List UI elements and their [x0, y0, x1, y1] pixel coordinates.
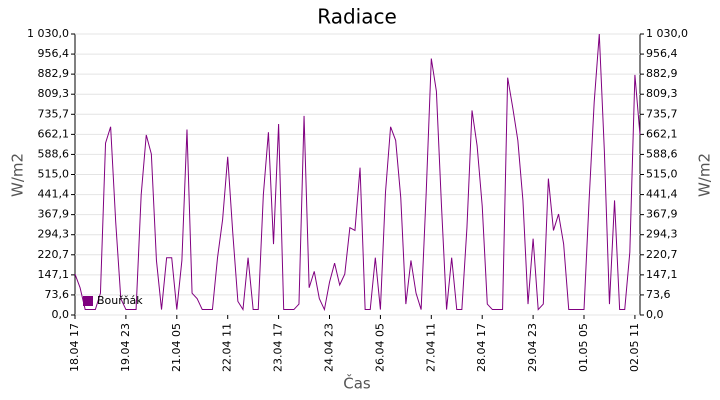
x-tick-label: 01.05 05 — [577, 323, 590, 372]
y-tick-label: 882,9 — [38, 67, 70, 80]
x-tick-label: 18.04 17 — [68, 323, 81, 372]
y2-tick-label: 294,3 — [646, 228, 678, 241]
y-tick-label: 0,0 — [52, 308, 70, 321]
y2-tick-label: 220,7 — [646, 248, 678, 261]
y2-tick-label: 588,6 — [646, 147, 678, 160]
x-axis-label: Čas — [343, 374, 371, 393]
y2-tick-label: 662,1 — [646, 127, 678, 140]
y2-tick-label: 882,9 — [646, 67, 678, 80]
chart-title: Radiace — [317, 5, 397, 29]
legend-swatch — [83, 296, 93, 306]
legend-label: Bouřňák — [97, 294, 143, 307]
y-tick-label: 294,3 — [38, 228, 70, 241]
y-axis-label: W/m2 — [9, 153, 27, 197]
y-tick-label: 809,3 — [38, 87, 70, 100]
y2-tick-label: 441,4 — [646, 188, 678, 201]
y2-tick-label: 735,7 — [646, 107, 678, 120]
y-tick-label: 441,4 — [38, 188, 70, 201]
y-tick-label: 662,1 — [38, 127, 70, 140]
y2-tick-label: 1 030,0 — [646, 27, 688, 40]
x-tick-label: 02.05 11 — [628, 323, 641, 372]
x-tick-label: 27.04 11 — [424, 323, 437, 372]
y2-tick-label: 367,9 — [646, 208, 678, 221]
y2-tick-label: 73,6 — [646, 288, 671, 301]
y-tick-label: 1 030,0 — [27, 27, 69, 40]
y-tick-label: 220,7 — [38, 248, 70, 261]
y-tick-label: 588,6 — [38, 147, 70, 160]
x-tick-label: 21.04 05 — [170, 323, 183, 372]
y2-tick-label: 147,1 — [646, 268, 678, 281]
y-tick-label: 956,4 — [38, 47, 70, 60]
y-tick-label: 735,7 — [38, 107, 70, 120]
y-tick-label: 367,9 — [38, 208, 70, 221]
x-tick-label: 19.04 23 — [119, 323, 132, 372]
y2-axis-label: W/m2 — [696, 153, 714, 197]
series-line — [74, 33, 641, 312]
x-tick-label: 22.04 11 — [221, 323, 234, 372]
x-tick-label: 24.04 23 — [323, 323, 336, 372]
y-tick-label: 515,0 — [38, 168, 70, 181]
x-tick-label: 26.04 05 — [373, 323, 386, 372]
y2-tick-label: 515,0 — [646, 168, 678, 181]
x-tick-label: 23.04 17 — [272, 323, 285, 372]
y2-tick-label: 809,3 — [646, 87, 678, 100]
y-tick-label: 73,6 — [45, 288, 70, 301]
y-tick-label: 147,1 — [38, 268, 70, 281]
y2-tick-label: 0,0 — [646, 308, 664, 321]
x-tick-label: 28.04 17 — [475, 323, 488, 372]
y2-tick-label: 956,4 — [646, 47, 678, 60]
x-tick-label: 29.04 23 — [526, 323, 539, 372]
